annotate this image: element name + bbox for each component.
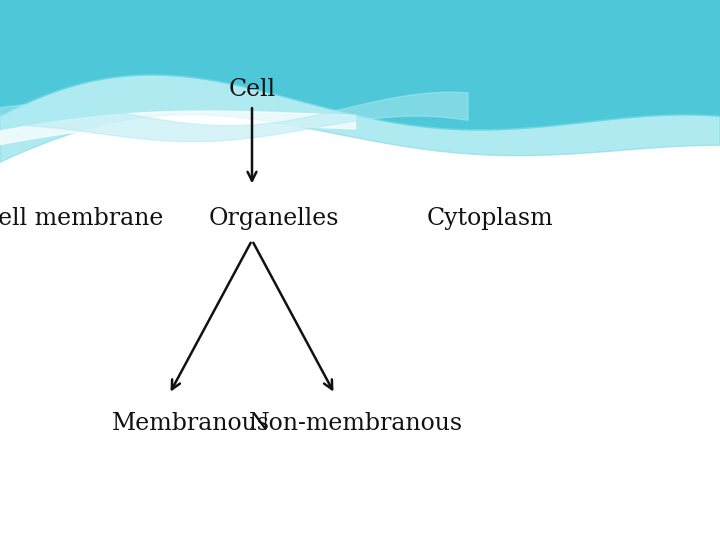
Text: Non-membranous: Non-membranous	[249, 413, 464, 435]
Text: Cell membrane: Cell membrane	[0, 207, 163, 230]
Text: Cytoplasm: Cytoplasm	[426, 207, 553, 230]
Polygon shape	[0, 0, 720, 130]
Text: Organelles: Organelles	[208, 207, 339, 230]
Text: Membranous: Membranous	[112, 413, 270, 435]
Text: Cell: Cell	[228, 78, 276, 100]
